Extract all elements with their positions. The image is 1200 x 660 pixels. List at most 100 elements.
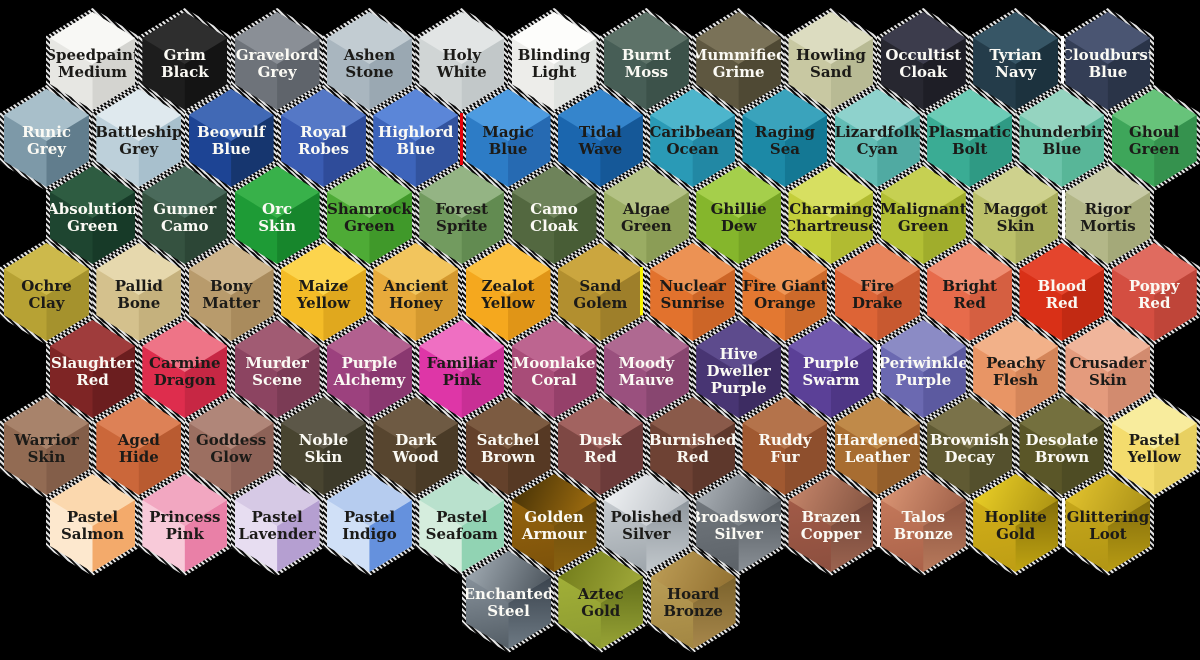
hex-label: Familiar Pink bbox=[426, 353, 497, 389]
hex-label: Cloudburst Blue bbox=[1061, 45, 1155, 81]
hex-label: Pastel Indigo bbox=[342, 507, 397, 543]
hex-label: Enchanted Steel bbox=[463, 584, 554, 620]
hex-enchanted-steel: Enchanted Steel bbox=[462, 547, 555, 653]
hex-murder-scene: Murder Scene bbox=[230, 316, 324, 422]
hex-grim-black: Grim Black bbox=[138, 8, 232, 114]
hex-label: Gunner Camo bbox=[153, 199, 217, 235]
hex-label: Charming Chartreuse bbox=[784, 199, 878, 235]
hex-label: Ancient Honey bbox=[383, 276, 449, 312]
hex-label: Talos Bronze bbox=[893, 507, 954, 543]
hex-ashen-stone: Ashen Stone bbox=[322, 8, 416, 114]
hex-label: Purple Alchemy bbox=[333, 353, 406, 389]
hex-pastel-indigo: Pastel Indigo bbox=[322, 470, 416, 576]
hex-label: Pastel Salmon bbox=[60, 507, 125, 543]
hex-label: Pastel Yellow bbox=[1127, 430, 1181, 466]
hex-label: Maize Yellow bbox=[296, 276, 351, 312]
hex-label: Algae Green bbox=[621, 199, 672, 235]
hex-label: Goddess Glow bbox=[195, 430, 267, 466]
hex-label: Thunderbird Blue bbox=[1008, 122, 1116, 158]
hex-label: Moonlake Coral bbox=[512, 353, 596, 389]
hex-label: Hardened Leather bbox=[835, 430, 919, 466]
hex-label: Aztec Gold bbox=[577, 584, 624, 620]
hex-label: Raging Sea bbox=[754, 122, 816, 158]
hex-slaughter-red: Slaughter Red bbox=[46, 316, 139, 422]
hex-cube: Royal Robes bbox=[280, 89, 366, 187]
edge-highlight-mark bbox=[640, 267, 643, 315]
hex-hoplite-gold: Hoplite Gold bbox=[969, 470, 1063, 576]
hex-peachy-flesh: Peachy Flesh bbox=[969, 316, 1063, 422]
hex-pastel-yellow: Pastel Yellow bbox=[1107, 393, 1200, 499]
hex-label: Noble Skin bbox=[298, 430, 349, 466]
hex-label: Desolate Brown bbox=[1025, 430, 1099, 466]
hex-speedpaint-medium: Speedpaint Medium bbox=[46, 8, 139, 114]
hex-label: Rigor Mortis bbox=[1080, 199, 1136, 235]
hex-label: Shamrock Green bbox=[327, 199, 412, 235]
hex-label: Zealot Yellow bbox=[481, 276, 535, 312]
edge-highlight-mark bbox=[877, 498, 880, 547]
hex-label: Broadsword Silver bbox=[688, 507, 789, 543]
hex-label: Slaughter Red bbox=[51, 353, 134, 389]
hex-label: Dark Wood bbox=[392, 430, 439, 466]
hex-label: Crusader Skin bbox=[1069, 353, 1147, 389]
hex-label: Purple Swarm bbox=[802, 353, 860, 389]
hex-label: Pastel Lavender bbox=[238, 507, 316, 543]
hex-label: Grim Black bbox=[160, 45, 209, 81]
hex-label: Warrior Skin bbox=[14, 430, 79, 466]
hex-absolution-green: Absolution Green bbox=[46, 162, 139, 268]
hex-label: Highlord Blue bbox=[378, 122, 454, 158]
hex-label: Tidal Wave bbox=[578, 122, 623, 158]
hex-label: Ghoul Green bbox=[1128, 122, 1180, 158]
hex-label: Golden Armour bbox=[521, 507, 587, 543]
hex-label: Carmine Dragon bbox=[149, 353, 221, 389]
hex-crusader-skin: Crusader Skin bbox=[1061, 316, 1155, 422]
hex-talos-bronze: Talos Bronze bbox=[876, 470, 970, 576]
hex-label: Pallid Bone bbox=[114, 276, 163, 312]
hex-label: Lizardfolk Cyan bbox=[834, 122, 920, 158]
hex-label: Holy White bbox=[436, 45, 487, 81]
hex-label: Bright Red bbox=[942, 276, 997, 312]
hex-label: Forest Sprite bbox=[435, 199, 489, 235]
hex-forest-sprite: Forest Sprite bbox=[415, 162, 509, 268]
hex-label: Satchel Brown bbox=[476, 430, 540, 466]
hex-label: Ochre Clay bbox=[21, 276, 72, 312]
hex-label: Peachy Flesh bbox=[986, 353, 1046, 389]
hex-label: Burnished Red bbox=[648, 430, 737, 466]
hex-label: Magic Blue bbox=[482, 122, 534, 158]
hex-label: Blood Red bbox=[1037, 276, 1087, 312]
hex-blood-red: Blood Red bbox=[1015, 239, 1109, 345]
hex-label: Ashen Stone bbox=[343, 45, 396, 81]
hex-label: Beowulf Blue bbox=[197, 122, 266, 158]
hex-label: Moody Mauve bbox=[618, 353, 675, 389]
hex-label: Fire Drake bbox=[851, 276, 903, 312]
hex-goddess-glow: Goddess Glow bbox=[184, 393, 278, 499]
hex-purple-alchemy: Purple Alchemy bbox=[322, 316, 416, 422]
hex-label: Bony Matter bbox=[202, 276, 260, 312]
hex-label: Ruddy Fur bbox=[758, 430, 812, 466]
hex-label: Pastel Seafoam bbox=[425, 507, 498, 543]
hex-label: Camo Cloak bbox=[530, 199, 578, 235]
hex-label: Caribbean Ocean bbox=[649, 122, 736, 158]
hex-label: Orc Skin bbox=[258, 199, 297, 235]
hex-label: Nuclear Sunrise bbox=[659, 276, 726, 312]
hex-label: Plasmatic Bolt bbox=[928, 122, 1011, 158]
hex-label: Burnt Moss bbox=[621, 45, 672, 81]
hex-hoard-bronze: Hoard Bronze bbox=[646, 547, 740, 653]
hex-label: Gravelord Grey bbox=[235, 45, 319, 81]
hex-label: Speedpaint Medium bbox=[45, 45, 140, 81]
hex-label: Royal Robes bbox=[297, 122, 349, 158]
hex-pastel-lavender: Pastel Lavender bbox=[230, 470, 324, 576]
hex-label: Fire Giant Orange bbox=[742, 276, 828, 312]
hex-label: Ghillie Dew bbox=[710, 199, 767, 235]
hex-label: Blinding Light bbox=[517, 45, 591, 81]
hex-label: Malignant Green bbox=[879, 199, 967, 235]
hex-label: Hive Dweller Purple bbox=[706, 345, 771, 397]
hex-label: Absolution Green bbox=[47, 199, 138, 235]
hex-pastel-salmon: Pastel Salmon bbox=[46, 470, 139, 576]
edge-highlight-mark bbox=[1062, 498, 1065, 547]
hex-label: Mummified Grime bbox=[690, 45, 787, 81]
hex-label: Aged Hide bbox=[117, 430, 160, 466]
edge-highlight-mark bbox=[1061, 36, 1064, 83]
hex-label: Polished Silver bbox=[610, 507, 683, 543]
hex-pallid-bone: Pallid Bone bbox=[92, 239, 186, 345]
